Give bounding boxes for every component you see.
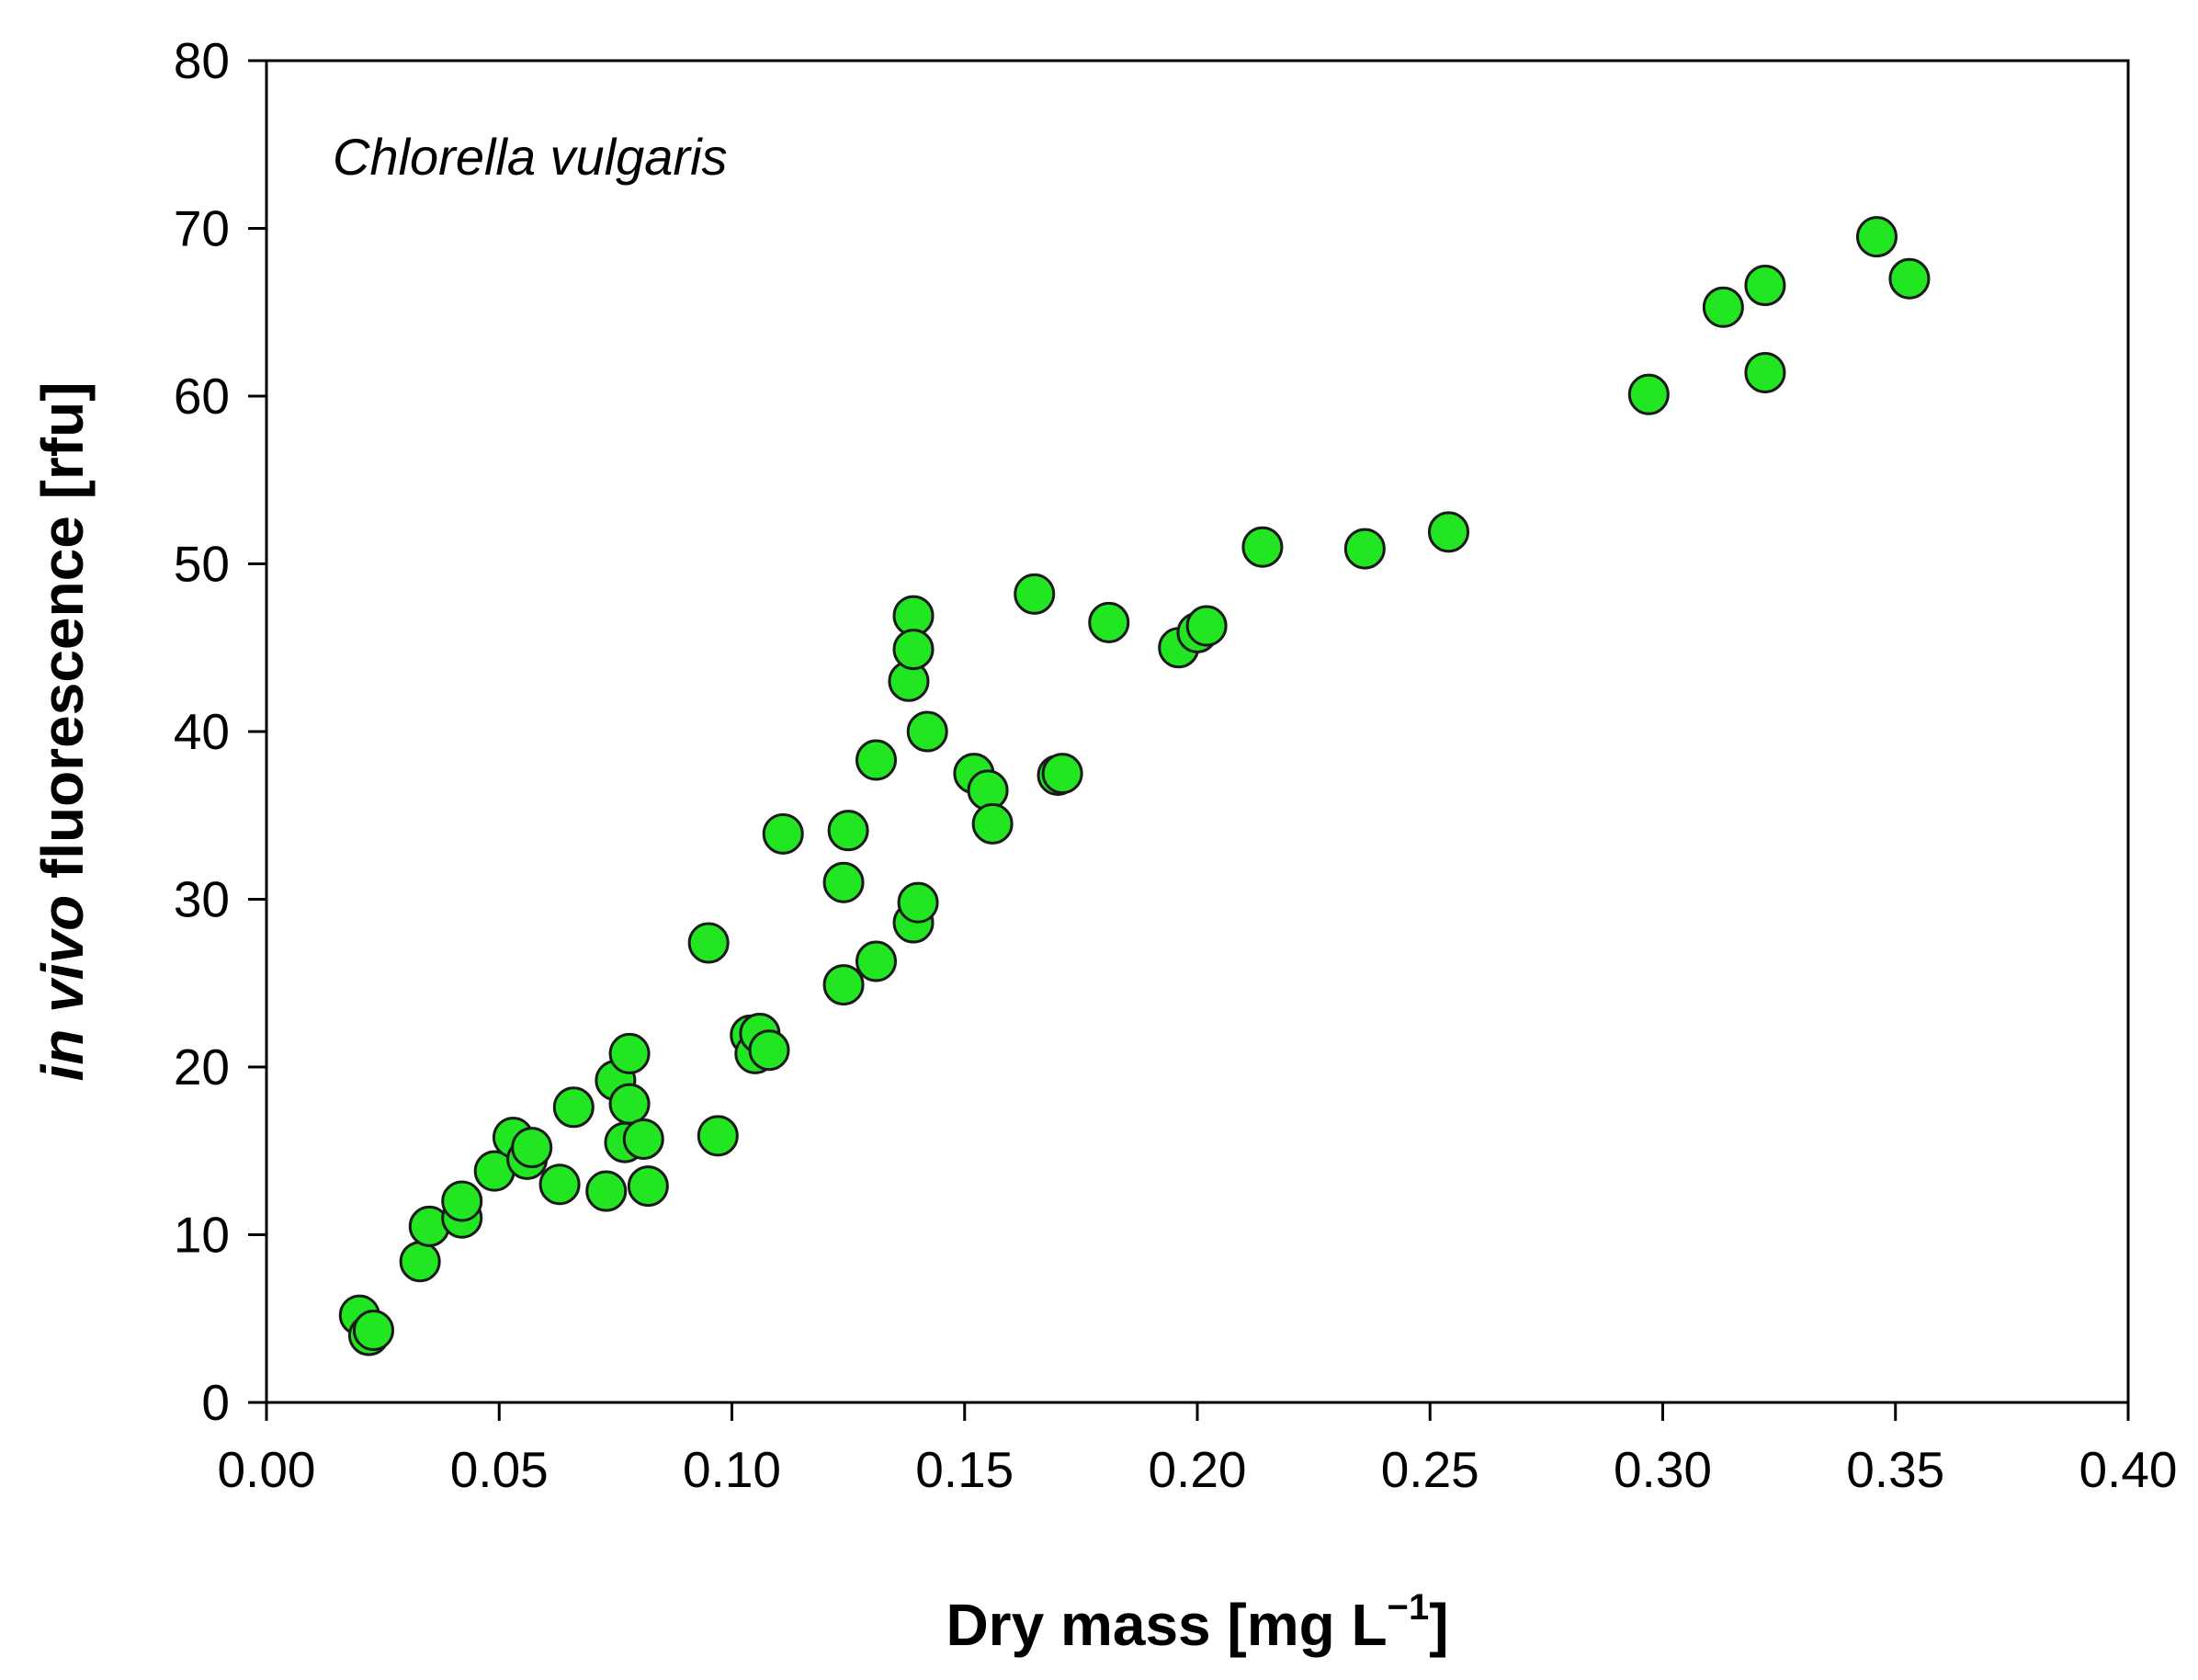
data-point: [892, 629, 935, 671]
data-point: [627, 1165, 669, 1208]
y-tick-label: 50: [174, 536, 230, 593]
data-point: [1855, 216, 1898, 258]
data-point: [352, 1310, 394, 1352]
data-point: [1744, 351, 1786, 393]
y-axis-ticks: 0 10 20 30 40 50 60 70 80: [174, 32, 266, 1431]
y-tick-label: 60: [174, 368, 230, 425]
data-point: [1041, 753, 1083, 795]
data-point: [906, 710, 948, 753]
data-point: [622, 1118, 664, 1160]
x-axis-title: Dry mass [mg L−1]: [946, 1587, 1448, 1658]
data-point: [687, 922, 730, 964]
x-tick-label: 0.10: [683, 1441, 781, 1498]
x-tick-label: 0.20: [1148, 1441, 1246, 1498]
data-point: [1627, 373, 1670, 415]
data-points: [338, 216, 1931, 1356]
x-tick-label: 0.25: [1381, 1441, 1479, 1498]
data-point: [697, 1115, 739, 1157]
data-point: [971, 802, 1014, 845]
data-point: [1343, 528, 1386, 570]
data-point: [827, 810, 869, 852]
data-point: [1185, 605, 1228, 647]
x-tick-label: 0.35: [1846, 1441, 1944, 1498]
data-point: [1428, 511, 1470, 553]
data-point: [822, 861, 865, 903]
data-point: [552, 1086, 595, 1129]
data-point: [1088, 601, 1130, 643]
x-tick-label: 0.05: [450, 1441, 549, 1498]
y-tick-label: 30: [174, 871, 230, 928]
data-point: [1241, 526, 1284, 568]
y-tick-label: 40: [174, 703, 230, 760]
data-point: [822, 964, 865, 1006]
data-point: [608, 1083, 651, 1125]
data-point: [585, 1170, 628, 1212]
data-point: [748, 1029, 790, 1072]
data-point: [1014, 573, 1056, 615]
data-point: [855, 739, 898, 781]
data-point: [511, 1127, 553, 1169]
species-annotation: Chlorella vulgaris: [333, 128, 728, 186]
data-point: [897, 881, 939, 924]
data-point: [399, 1241, 441, 1283]
y-axis-title: in vivo fluorescence [rfu]: [29, 381, 96, 1081]
y-tick-label: 20: [174, 1039, 230, 1095]
y-tick-label: 0: [201, 1374, 230, 1431]
data-point: [762, 812, 804, 855]
data-point: [538, 1164, 581, 1206]
x-tick-label: 0.40: [2079, 1441, 2177, 1498]
data-point: [855, 940, 898, 982]
data-point: [1744, 265, 1786, 307]
y-tick-label: 80: [174, 32, 230, 89]
data-point: [1888, 257, 1931, 300]
x-tick-label: 0.15: [915, 1441, 1014, 1498]
x-tick-label: 0.30: [1614, 1441, 1712, 1498]
data-point: [1702, 286, 1744, 328]
y-tick-label: 10: [174, 1207, 230, 1264]
data-point: [608, 1032, 651, 1074]
data-point: [441, 1180, 483, 1222]
x-tick-label: 0.00: [217, 1441, 315, 1498]
x-axis-ticks: 0.00 0.05 0.10 0.15 0.20 0.25 0.30 0.35 0.40: [217, 1402, 2178, 1498]
y-tick-label: 70: [174, 200, 230, 257]
